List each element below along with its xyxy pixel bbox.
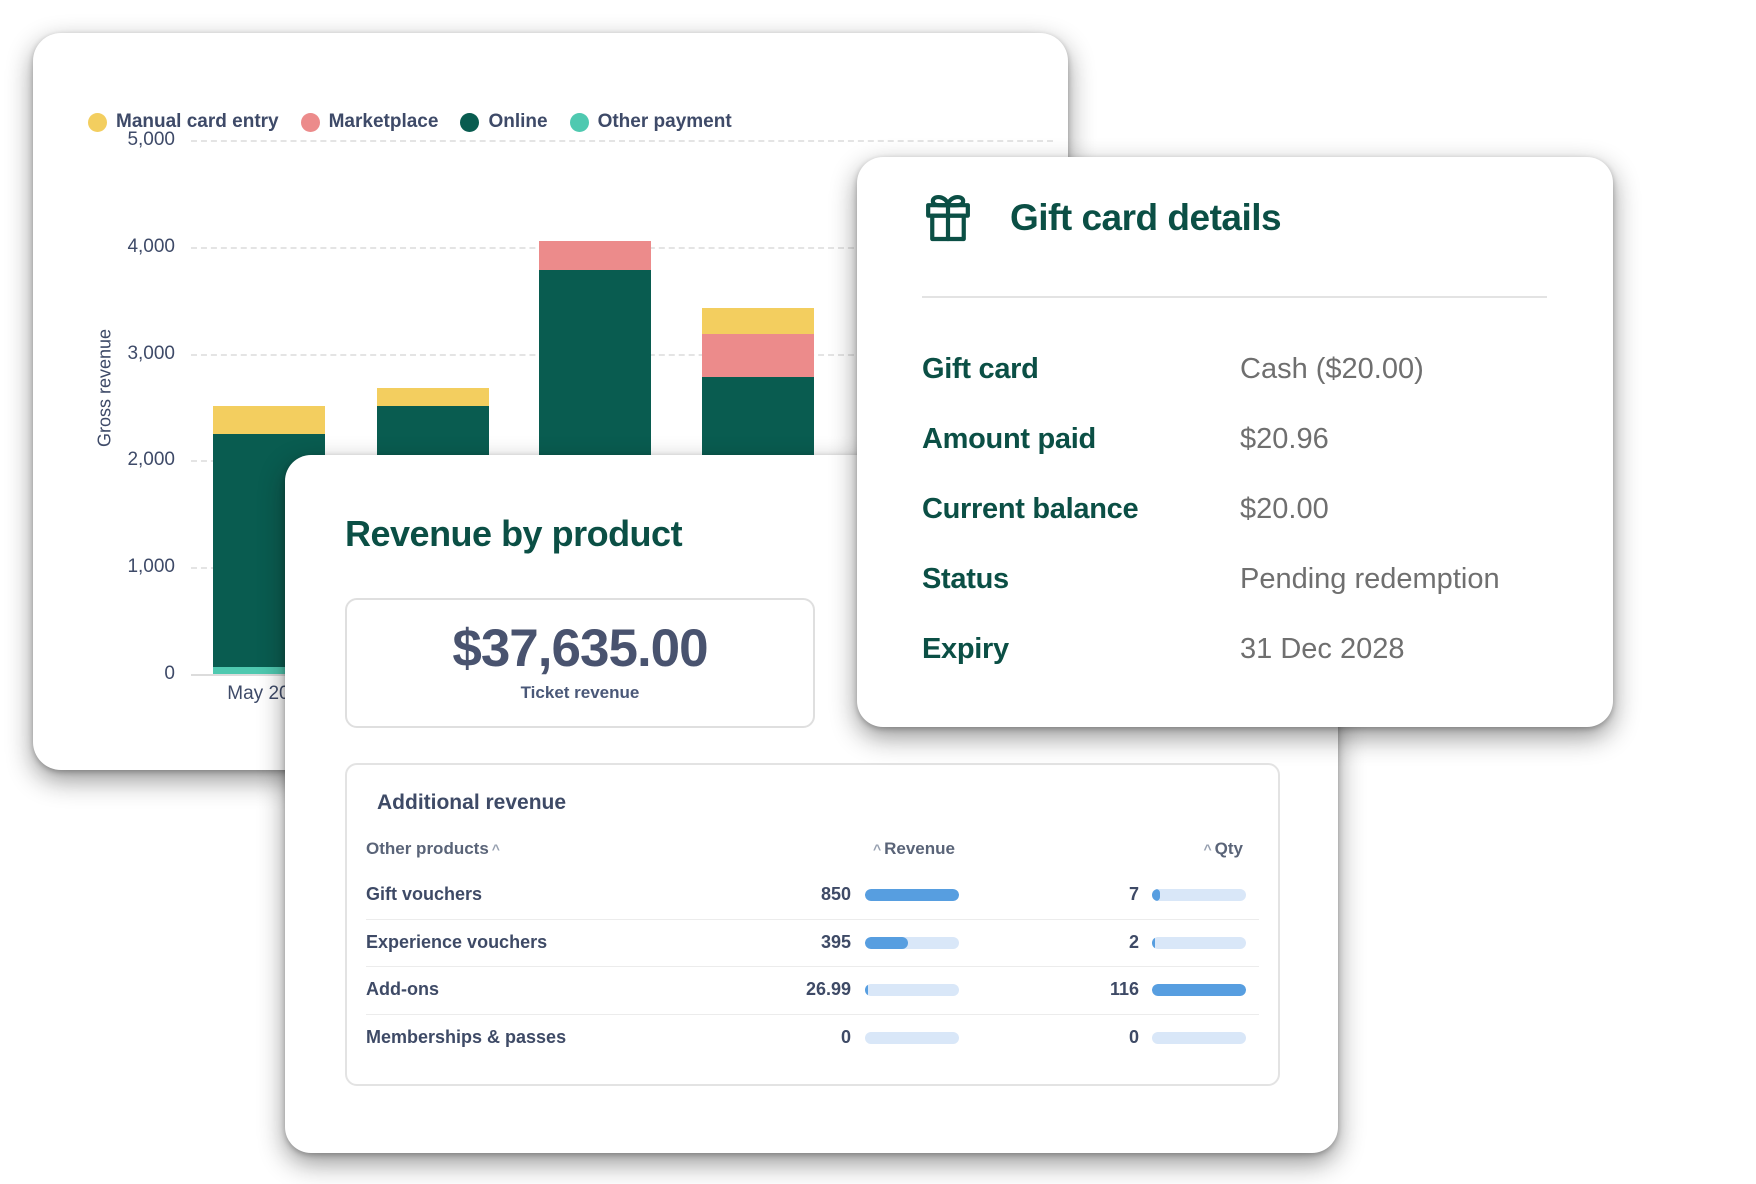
qty-bar-fill [1152, 936, 1155, 949]
row-divider [366, 966, 1259, 967]
bar-segment-manual-card-entry [213, 405, 325, 435]
revenue-bar-track [865, 889, 959, 901]
bar-segment-other-payment [213, 667, 325, 674]
column-label: Other products [366, 839, 489, 858]
table-row-product: Add-ons [366, 979, 439, 999]
qty-bar-track [1152, 1031, 1246, 1044]
table-row-revenue-value: 395 [820, 931, 851, 952]
gift-row-label: Expiry [922, 633, 1009, 665]
table-row-product: Memberships & passes [366, 1026, 567, 1047]
table-row-qty-value: 0 [1128, 1026, 1139, 1047]
additional-revenue-table: Additional revenue Other products ^ ^ Reve… [345, 763, 1280, 1086]
legend-dot-icon [88, 112, 107, 132]
legend-item-other-payment[interactable]: Other payment [569, 111, 732, 133]
gift-row-value: Cash ($20.00) [1240, 353, 1424, 385]
gift-row-value: 31 Dec 2028 [1240, 633, 1405, 665]
legend-label: Other payment [597, 111, 732, 132]
table-row-revenue-value: 850 [820, 884, 851, 904]
gift-row-label: Status [922, 563, 1009, 595]
revenue-bar-fill [865, 889, 959, 901]
gift-card-header: Gift card details [920, 190, 1282, 246]
table-row-qty-value: 7 [1128, 884, 1139, 904]
y-tick-label: 2,000 [127, 449, 175, 471]
revenue-bar-track [865, 936, 959, 949]
table-row-product: Experience vouchers [366, 931, 548, 952]
legend-dot-icon [300, 112, 320, 132]
gift-row-label: Current balance [922, 493, 1139, 525]
chart-legend: Manual card entry Marketplace Online Other … [88, 111, 732, 133]
gift-row-label: Amount paid [922, 423, 1096, 455]
table-row-product: Gift vouchers [366, 884, 483, 904]
revenue-bar-track [865, 984, 959, 996]
sort-caret-icon: ^ [491, 841, 500, 857]
column-label: Qty [1214, 839, 1243, 858]
table-row-revenue-value: 0 [840, 1026, 851, 1047]
sort-header-qty[interactable]: ^ Qty [1200, 839, 1243, 859]
gridline-5000 [191, 140, 1053, 142]
gift-row-label: Gift card [922, 353, 1039, 385]
y-tick-label: 3,000 [127, 342, 175, 364]
bar-segment-marketplace [702, 334, 814, 377]
additional-revenue-title: Additional revenue [377, 791, 567, 814]
legend-item-online[interactable]: Online [460, 111, 548, 133]
y-tick-label: 0 [164, 663, 175, 684]
revenue-bar-fill [865, 936, 909, 949]
legend-dot-icon [569, 112, 589, 132]
bar-segment-marketplace [539, 241, 651, 271]
qty-bar-track [1152, 936, 1246, 949]
row-divider [366, 918, 1259, 920]
column-label: Revenue [884, 839, 955, 858]
legend-dot-icon [460, 112, 480, 132]
ticket-revenue-summary: $37,635.00 Ticket revenue [345, 598, 815, 728]
table-row-qty-value: 116 [1109, 979, 1139, 999]
revenue-card-title: Revenue by product [345, 513, 683, 554]
gift-card-details-card: Gift card details Gift card Cash ($20.00)… [857, 157, 1613, 727]
legend-label: Online [488, 111, 548, 132]
qty-bar-fill [1152, 889, 1160, 901]
gift-icon [926, 194, 970, 242]
gift-row-value: Pending redemption [1240, 563, 1500, 595]
ticket-revenue-caption: Ticket revenue [520, 683, 640, 702]
y-tick-label: 5,000 [127, 129, 175, 150]
gift-row-value: $20.00 [1240, 493, 1329, 525]
qty-bar-fill [1152, 984, 1246, 996]
qty-bar-track [1152, 889, 1246, 901]
legend-item-marketplace[interactable]: Marketplace [300, 111, 439, 133]
divider [922, 296, 1547, 298]
row-divider [366, 1013, 1259, 1015]
ticket-revenue-amount: $37,635.00 [452, 619, 708, 678]
revenue-bar-fill [865, 984, 868, 996]
revenue-bar-track [865, 1031, 959, 1044]
gift-card-title: Gift card details [1010, 197, 1282, 238]
bar-segment-manual-card-entry [377, 387, 489, 406]
sort-caret-icon: ^ [1203, 841, 1212, 857]
legend-item-manual-card-entry[interactable]: Manual card entry [88, 111, 279, 133]
bar-segment-manual-card-entry [702, 308, 814, 335]
gift-row-value: $20.96 [1240, 423, 1329, 455]
legend-label: Marketplace [328, 111, 439, 132]
y-tick-label: 4,000 [127, 235, 175, 257]
sort-caret-icon: ^ [872, 841, 882, 857]
table-row-revenue-value: 26.99 [805, 979, 851, 999]
sort-header-other-products[interactable]: Other products ^ [366, 839, 503, 859]
table-row-qty-value: 2 [1128, 931, 1139, 952]
qty-bar-track [1152, 984, 1246, 996]
y-tick-label: 1,000 [127, 556, 175, 578]
sort-header-revenue[interactable]: ^ Revenue [870, 839, 955, 859]
legend-label: Manual card entry [116, 111, 279, 132]
